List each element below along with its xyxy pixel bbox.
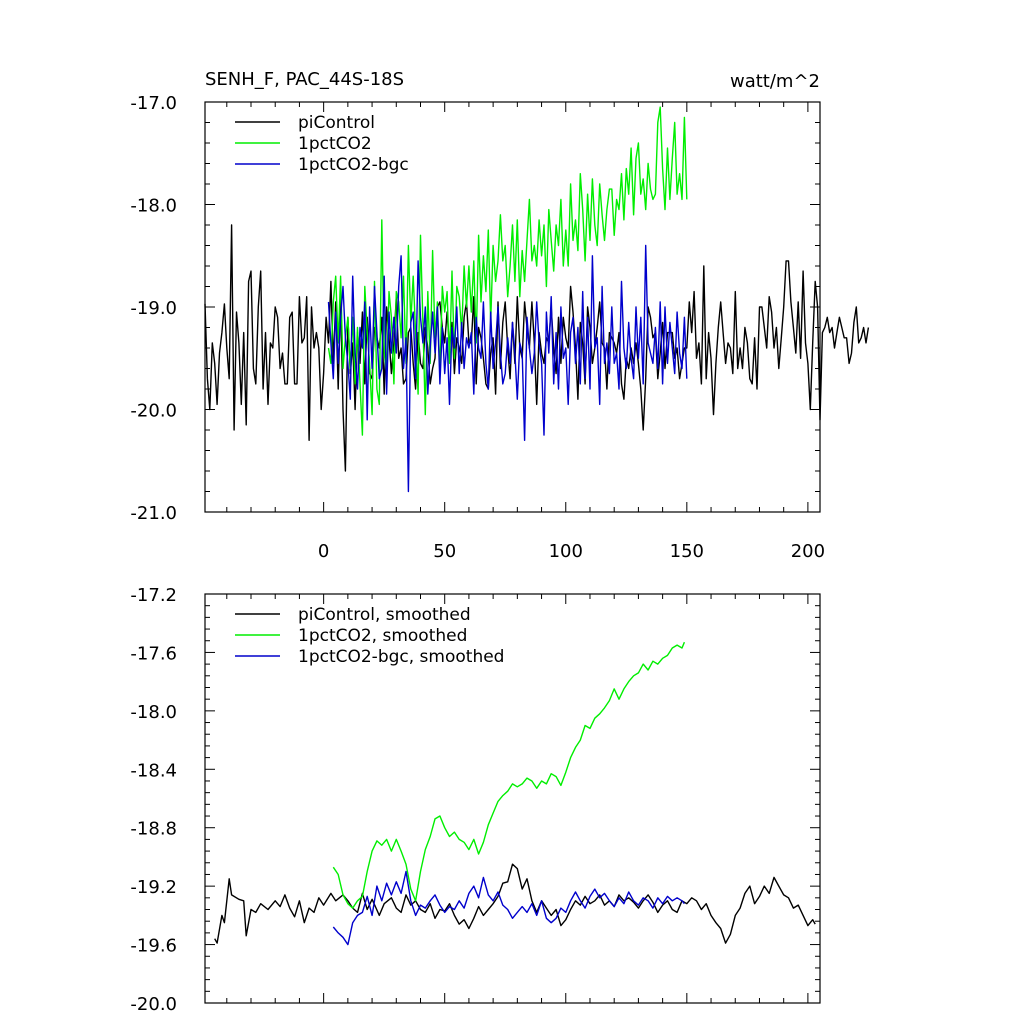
- x-tick-label: 200: [791, 541, 825, 562]
- legend-label: 1pctCO2-bgc: [298, 155, 409, 175]
- legend-label: piControl: [298, 113, 375, 133]
- bottom-axes: -20.0 -19.6 -19.2 -18.8 -18.4 -18.0 -17.6 -17.2: [130, 585, 821, 1015]
- y-tick-label: -19.6: [130, 936, 177, 957]
- series-line-picontrol-smoothed: [214, 863, 816, 944]
- series-line-1pctco2-smoothed: [332, 641, 686, 909]
- y-tick-label: -20.0: [130, 994, 177, 1015]
- y-tick-label: -19.2: [130, 877, 177, 898]
- chart-title: SENH_F, PAC_44S-18S: [205, 69, 404, 90]
- y-tick-label: -19.0: [130, 298, 177, 319]
- top-panel: SENH_F, PAC_44S-18S watt/m^2 0 50 100 150 20…: [130, 69, 870, 562]
- plot-frame: [204, 593, 821, 1004]
- y-tick-label: -18.4: [130, 760, 177, 781]
- x-tick-label: 50: [433, 541, 456, 562]
- x-tick-label: 100: [549, 541, 583, 562]
- series-line-picontrol: [204, 224, 870, 472]
- legend-label: 1pctCO2-bgc, smoothed: [298, 647, 504, 667]
- y-tick-label: -18.0: [130, 702, 177, 723]
- bottom-series-lines: [214, 641, 816, 946]
- y-tick-label: -17.2: [130, 585, 177, 606]
- y-tick-label: -21.0: [130, 503, 177, 524]
- legend-label: 1pctCO2, smoothed: [298, 626, 467, 646]
- y-tick-label: -17.0: [130, 93, 177, 114]
- y-tick-label: -18.8: [130, 819, 177, 840]
- legend-label: piControl, smoothed: [298, 605, 471, 625]
- top-series-lines: [204, 106, 870, 493]
- y-tick-label: -18.0: [130, 196, 177, 217]
- series-line-1pctco2-bgc: [327, 244, 688, 493]
- bottom-panel: -20.0 -19.6 -19.2 -18.8 -18.4 -18.0 -17.6 -17.2…: [130, 585, 821, 1015]
- units-label: watt/m^2: [730, 71, 820, 92]
- top-axes: 0 50 100 150 200 -21.0 -20.0 -19.0 -18.0 -17.0: [130, 93, 825, 562]
- y-tick-label: -17.6: [130, 643, 177, 664]
- x-tick-label: 0: [318, 541, 329, 562]
- series-line-1pctco2-bgc-smoothed: [332, 870, 685, 946]
- legend-label: 1pctCO2: [298, 134, 372, 154]
- x-tick-label: 150: [670, 541, 704, 562]
- y-tick-label: -20.0: [130, 401, 177, 422]
